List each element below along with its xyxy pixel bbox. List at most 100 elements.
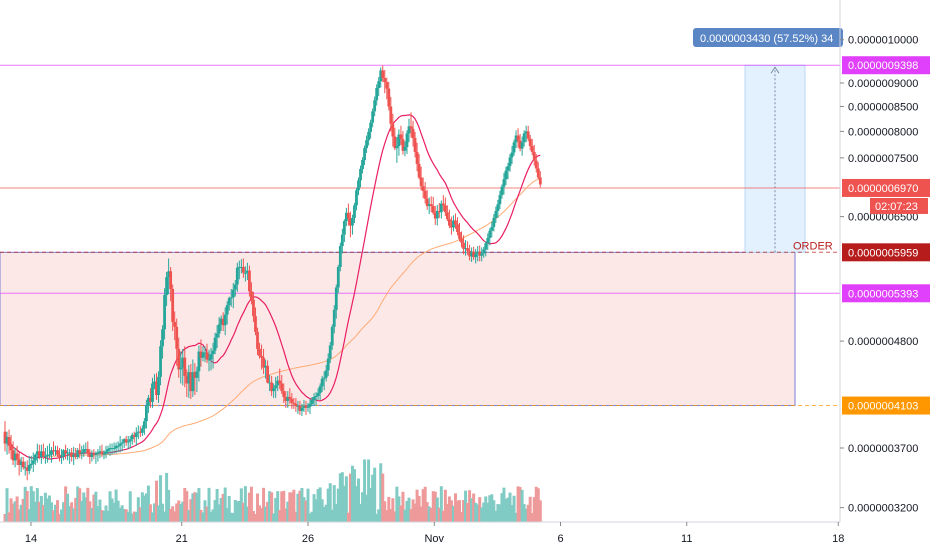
volume-bar (324, 504, 328, 522)
candle-body (94, 453, 98, 455)
candle (151, 377, 154, 408)
candle-body (371, 111, 375, 123)
volume-bar (270, 492, 274, 522)
candle (383, 69, 387, 94)
time-tick-label: 11 (681, 533, 692, 545)
candle (395, 137, 399, 163)
candle-body (260, 355, 263, 358)
volume-bar (100, 510, 104, 522)
candle (403, 141, 407, 157)
candle-body (425, 198, 429, 207)
volume-bar (322, 506, 326, 522)
candle-body (23, 467, 27, 469)
candle-body (284, 396, 288, 401)
candle-body (246, 270, 249, 273)
candle-body (429, 204, 433, 207)
volume-bar (229, 512, 233, 522)
candle (417, 154, 421, 180)
candle (274, 376, 278, 398)
zone-rect (0, 251, 796, 407)
volume-bar (405, 500, 409, 522)
volume-bar (215, 488, 219, 522)
volume-bar (407, 497, 411, 522)
candle (100, 444, 104, 457)
price-range-measure[interactable]: 0.0000003430 (57.52%) 34 (693, 28, 843, 253)
candle-body (3, 431, 7, 444)
volume-bar (146, 485, 150, 522)
candle (342, 219, 346, 243)
candle (272, 383, 276, 398)
candle (130, 432, 134, 445)
candle-body (78, 450, 82, 454)
candle (266, 360, 269, 384)
candle (215, 325, 219, 349)
candle-body (66, 452, 70, 454)
volume-bar (502, 487, 506, 522)
candle-body (524, 131, 528, 134)
candle-body (363, 148, 366, 161)
volume-bar (453, 493, 457, 522)
volume-bar (274, 498, 278, 522)
candle (56, 445, 59, 457)
volume-bar (389, 508, 393, 522)
candle-body (149, 397, 152, 402)
candle-body (462, 242, 465, 249)
candle-body (151, 383, 154, 402)
candle-body (496, 204, 500, 211)
candle-body (181, 357, 185, 368)
candle-body (340, 234, 344, 247)
volume-bar (348, 473, 352, 522)
candle-body (114, 445, 118, 448)
volume-bar (98, 499, 102, 522)
candle-body (520, 142, 524, 149)
candle-body (272, 388, 276, 392)
candle (64, 444, 67, 460)
candle (411, 120, 415, 147)
candle-body (488, 230, 492, 239)
candle (211, 342, 215, 369)
candle-body (254, 316, 257, 332)
candle-body (92, 453, 96, 455)
candle (419, 166, 423, 191)
candle-body (385, 82, 389, 89)
volume-bar (181, 501, 185, 522)
candle-body (140, 428, 144, 433)
candle-body (482, 249, 486, 254)
price-axis[interactable]: 0.0000010000 0.0000009000 0.0000008500 0.00… (839, 0, 918, 550)
candle-body (522, 133, 526, 143)
volume-bar (191, 493, 195, 522)
candle-body (54, 450, 57, 452)
candle-body (56, 450, 59, 455)
volume-bar (227, 496, 231, 522)
volume-bar (256, 493, 259, 522)
candle (500, 184, 504, 199)
volume-bar (330, 509, 334, 522)
candle (165, 271, 168, 306)
volume-bar (243, 486, 247, 522)
volume-bar (126, 511, 130, 522)
candle (484, 241, 488, 257)
candle (437, 202, 441, 218)
candle (52, 441, 55, 456)
candle-body (433, 212, 437, 219)
candle (110, 443, 114, 455)
volume-bar (403, 509, 407, 522)
candle (528, 134, 532, 151)
candle (128, 435, 132, 448)
candle-body (243, 272, 247, 274)
candle-body (294, 403, 298, 406)
candle (252, 291, 255, 322)
volume-bar (58, 513, 62, 522)
candle-body (464, 248, 467, 250)
volume-bar (219, 497, 223, 522)
candle-body (25, 467, 29, 471)
time-axis[interactable]: 14 21 26 Nov 6 11 18 (0, 521, 844, 545)
horizontal-levels[interactable]: ORDER (0, 64, 840, 407)
candle (431, 196, 435, 215)
candle (351, 214, 354, 235)
volume-bar (78, 488, 82, 522)
candle (201, 346, 205, 362)
candle (304, 400, 308, 415)
